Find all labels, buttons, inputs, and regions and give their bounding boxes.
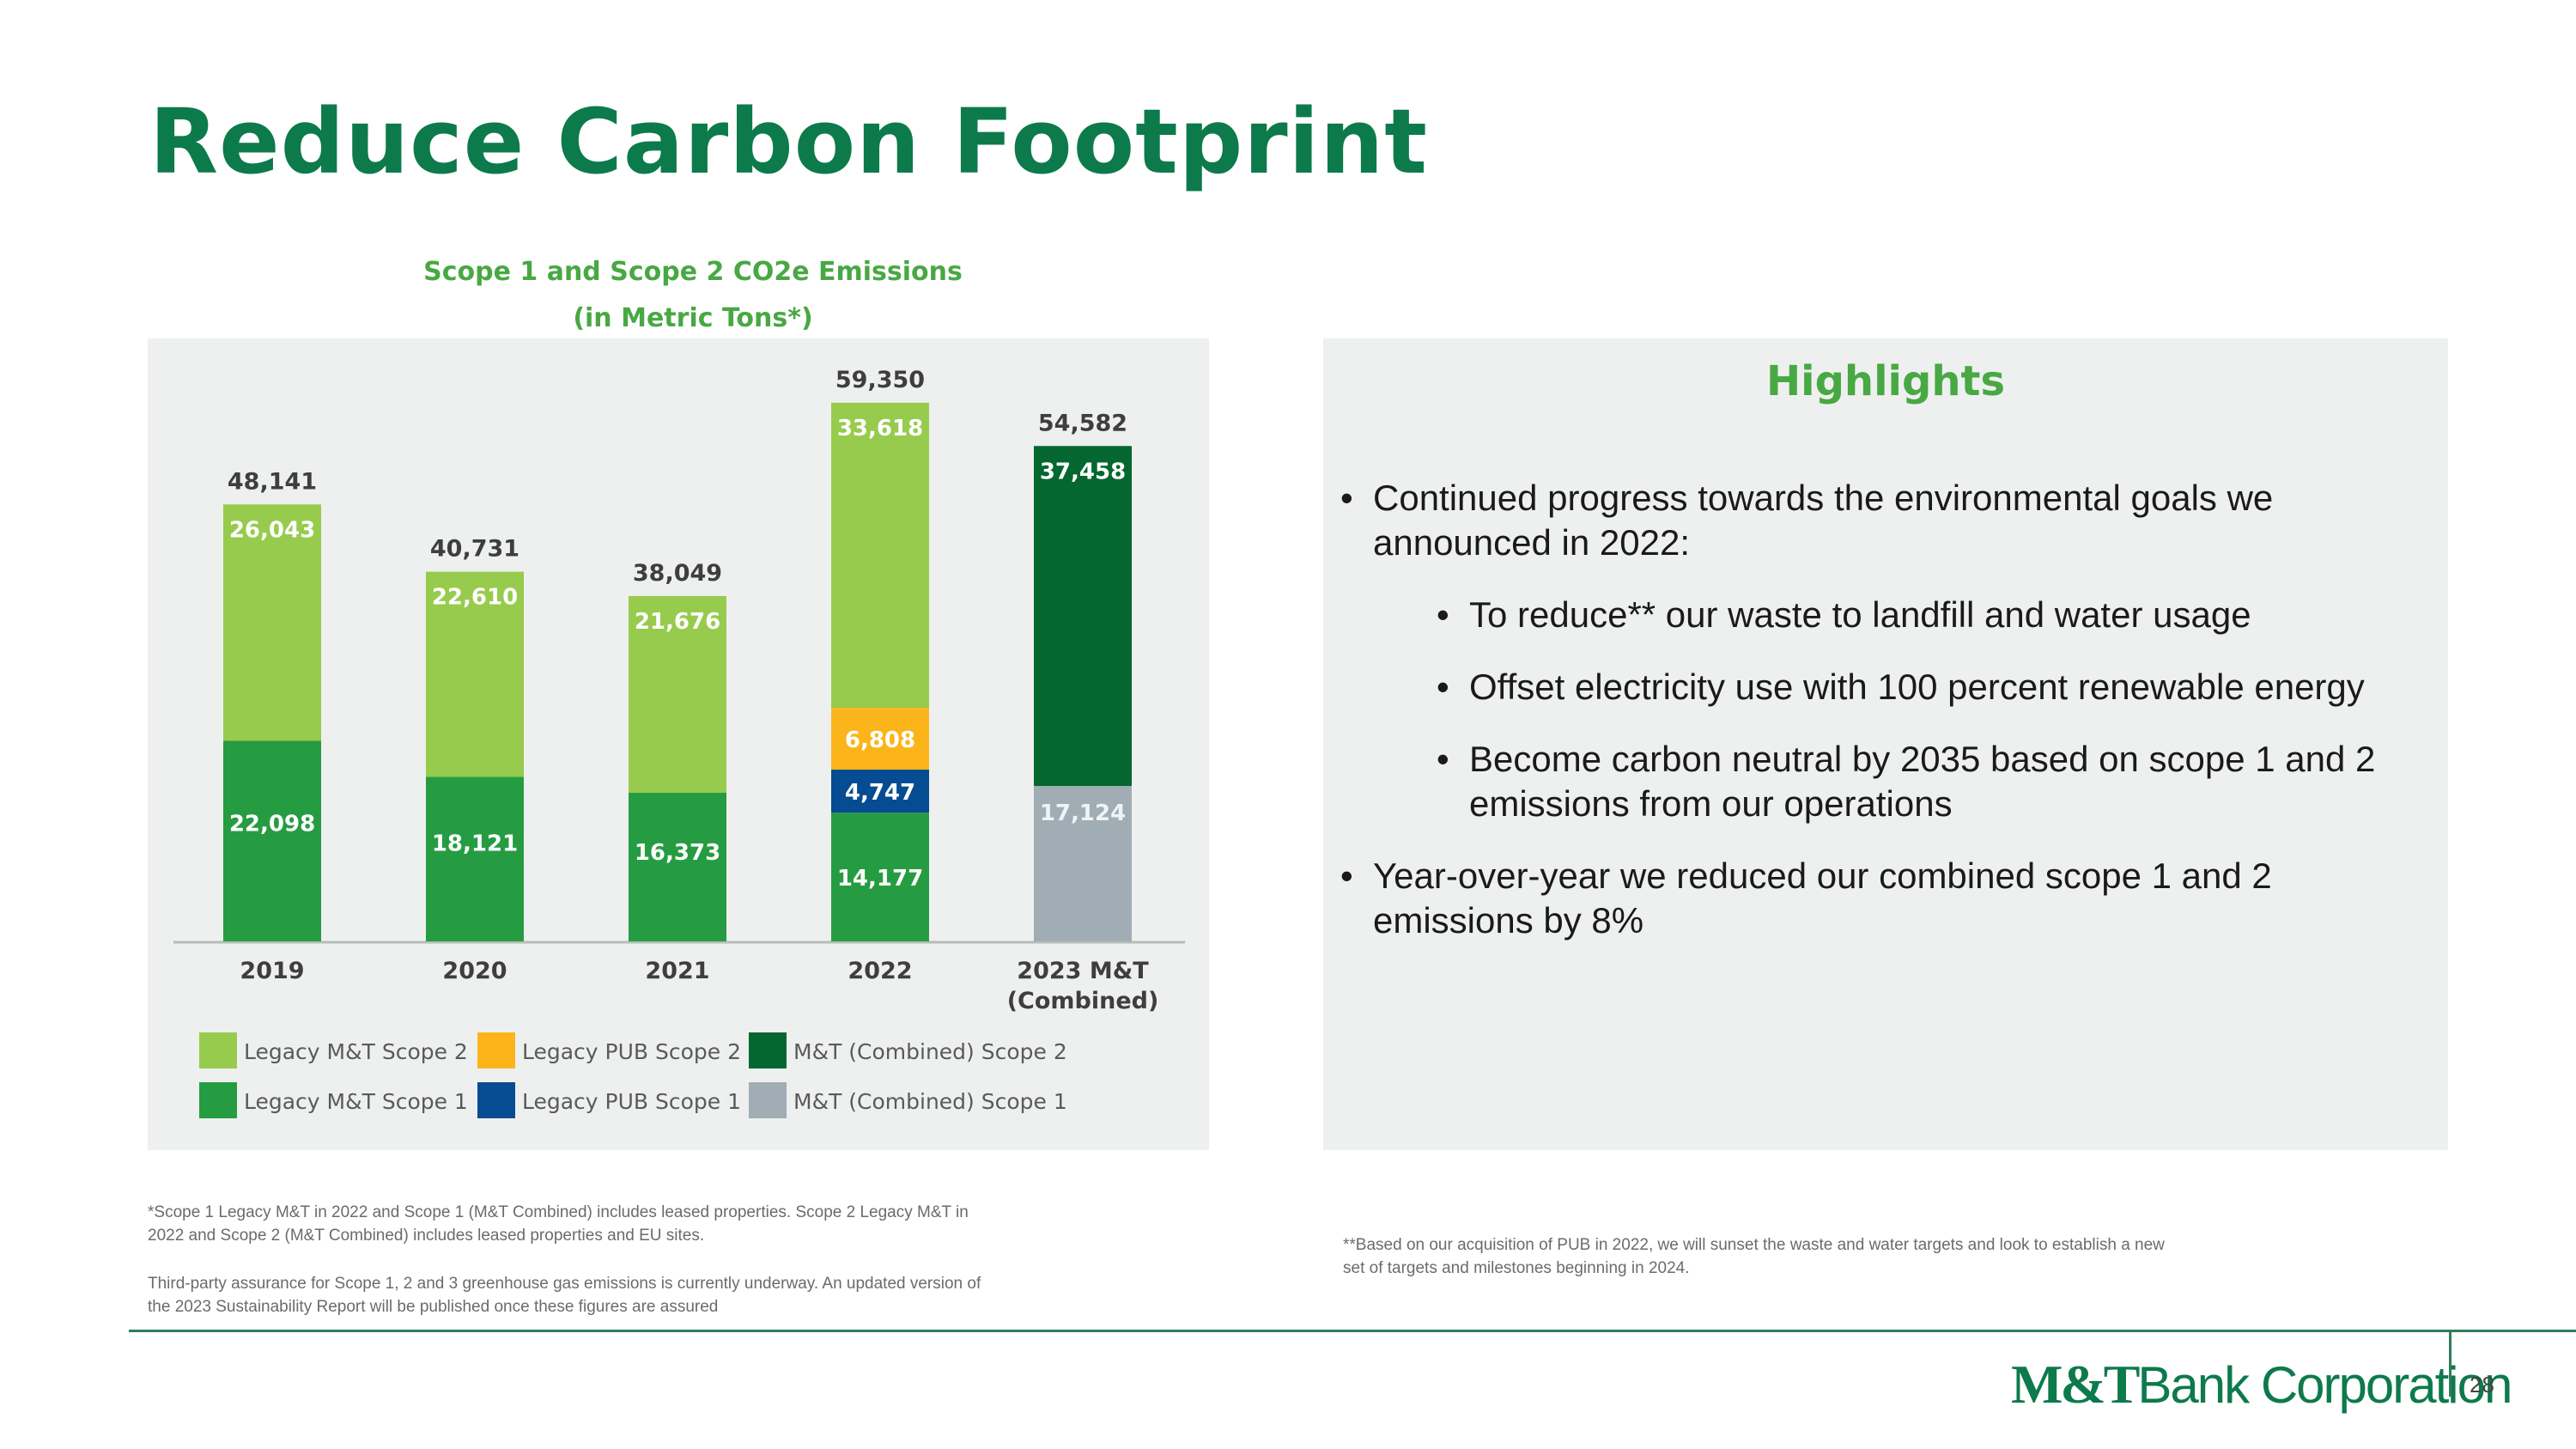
highlight-text: Offset electricity use with 100 percent … — [1469, 667, 2365, 707]
bar-segment-legacy-m-t-scope-2 — [223, 504, 321, 741]
emissions-bar-chart: 22,098 26,043 48,141 2019 18,121 22,610 40,731… — [173, 367, 1185, 1118]
bullet-icon: • — [1437, 594, 1449, 635]
bullet-icon: • — [1437, 739, 1449, 779]
page-number: 28 — [2470, 1372, 2494, 1397]
legend-label: Legacy PUB Scope 1 — [522, 1089, 741, 1114]
footnote-line: set of targets and milestones beginning … — [1343, 1259, 1690, 1277]
bar-value-label: 14,177 — [837, 866, 923, 892]
highlight-text: To reduce** our waste to landfill and wa… — [1469, 594, 2251, 635]
x-tick-label: 2021 — [645, 958, 709, 984]
chart-title: Scope 1 and Scope 2 CO2e Emissions (in M… — [148, 249, 1238, 342]
bar-segment-legacy-m-t-scope-2 — [629, 595, 726, 793]
legend-label: Legacy M&T Scope 1 — [244, 1089, 468, 1114]
bar-value-label: 16,373 — [635, 840, 720, 866]
highlights-panel: Highlights • Continued progress towards … — [1323, 338, 2448, 1150]
bar-segment-legacy-m-t-scope-1 — [426, 776, 524, 941]
highlight-text: Continued progress towards the environme… — [1373, 478, 2274, 563]
x-tick-label: 2020 — [442, 958, 507, 984]
legend-swatch — [199, 1032, 237, 1068]
x-tick-label: 2023 M&T — [1017, 958, 1149, 984]
legend-swatch — [749, 1032, 787, 1068]
bullet-icon: • — [1340, 478, 1353, 518]
bar-segment-legacy-pub-scope-2 — [831, 708, 929, 770]
footnote-line: Third-party assurance for Scope 1, 2 and… — [148, 1275, 981, 1293]
footnote-line: **Based on our acquisition of PUB in 202… — [1343, 1236, 2165, 1254]
footnote-line: *Scope 1 Legacy M&T in 2022 and Scope 1 … — [148, 1203, 969, 1221]
legend-swatch — [749, 1082, 787, 1118]
bar-value-label: 33,618 — [837, 416, 923, 441]
bar-segment-legacy-pub-scope-1 — [831, 770, 929, 813]
legend-label: M&T (Combined) Scope 2 — [793, 1039, 1067, 1064]
brand-separator — [2449, 1332, 2451, 1397]
bar-total-label: 48,141 — [228, 468, 317, 495]
brand-logo-mark: M&T — [2011, 1354, 2140, 1415]
highlight-text: Year-over-year we reduced our combined s… — [1373, 855, 2272, 941]
bar-segment-m-t-combined-scope-2 — [1034, 446, 1132, 787]
highlight-subitem: • To reduce** our waste to landfill and … — [1340, 593, 2439, 637]
footnote-line: 2022 and Scope 2 (M&T Combined) includes… — [148, 1227, 705, 1245]
bar-segment-legacy-m-t-scope-2 — [426, 571, 524, 777]
legend-label: Legacy M&T Scope 2 — [244, 1039, 468, 1064]
bar-segment-m-t-combined-scope-1 — [1034, 786, 1132, 941]
bar-segment-legacy-m-t-scope-1 — [223, 740, 321, 941]
footnote-scope-definitions: *Scope 1 Legacy M&T in 2022 and Scope 1 … — [148, 1201, 969, 1247]
slide-title: Reduce Carbon Footprint — [149, 89, 1429, 194]
highlight-item: • Year-over-year we reduced our combined… — [1340, 854, 2439, 943]
bar-value-label: 26,043 — [229, 517, 315, 543]
bar-value-label: 22,610 — [432, 585, 518, 611]
bar-value-label: 22,098 — [229, 812, 315, 837]
bar-total-label: 40,731 — [430, 536, 519, 563]
bar-segment-legacy-m-t-scope-1 — [629, 792, 726, 941]
legend-swatch — [477, 1032, 515, 1068]
bullet-icon: • — [1340, 855, 1353, 896]
x-tick-label: 2022 — [848, 958, 912, 984]
bar-total-label: 38,049 — [633, 560, 722, 587]
legend-label: Legacy PUB Scope 2 — [522, 1039, 741, 1064]
highlight-text: Become carbon neutral by 2035 based on s… — [1469, 739, 2376, 824]
bar-value-label: 17,124 — [1040, 801, 1126, 826]
bar-value-label: 6,808 — [845, 728, 915, 753]
brand-logo-text: Bank Corporation — [2137, 1356, 2512, 1414]
footnote-assurance: Third-party assurance for Scope 1, 2 and… — [148, 1272, 981, 1318]
highlight-item: • Continued progress towards the environ… — [1340, 476, 2439, 565]
legend-swatch — [477, 1082, 515, 1118]
legend-label: M&T (Combined) Scope 1 — [793, 1089, 1067, 1114]
highlights-list: • Continued progress towards the environ… — [1340, 476, 2439, 971]
bar-value-label: 18,121 — [432, 831, 518, 857]
bar-total-label: 54,582 — [1038, 410, 1127, 436]
bar-value-label: 4,747 — [845, 780, 915, 806]
highlight-subitem: • Offset electricity use with 100 percen… — [1340, 665, 2439, 709]
highlights-title: Highlights — [1765, 357, 2006, 405]
bar-value-label: 21,676 — [635, 609, 720, 635]
bullet-icon: • — [1437, 667, 1449, 707]
chart-title-line2: (in Metric Tons*) — [573, 303, 813, 333]
bar-total-label: 59,350 — [835, 367, 925, 393]
footnote-pub-acquisition: **Based on our acquisition of PUB in 202… — [1343, 1233, 2165, 1280]
bar-segment-legacy-m-t-scope-2 — [831, 402, 929, 709]
footer-divider — [129, 1330, 2576, 1332]
footnote-line: the 2023 Sustainability Report will be p… — [148, 1298, 719, 1316]
x-tick-label: (Combined) — [1007, 988, 1159, 1014]
chart-title-line1: Scope 1 and Scope 2 CO2e Emissions — [423, 257, 963, 287]
bar-value-label: 37,458 — [1040, 459, 1126, 484]
x-tick-label: 2019 — [240, 958, 304, 984]
legend-swatch — [199, 1082, 237, 1118]
bar-segment-legacy-m-t-scope-1 — [831, 813, 929, 941]
emissions-chart-panel: 22,098 26,043 48,141 2019 18,121 22,610 40,731… — [148, 338, 1209, 1150]
highlight-subitem: • Become carbon neutral by 2035 based on… — [1340, 737, 2439, 826]
brand-logo: M&TBank Corporation — [2011, 1353, 2512, 1416]
